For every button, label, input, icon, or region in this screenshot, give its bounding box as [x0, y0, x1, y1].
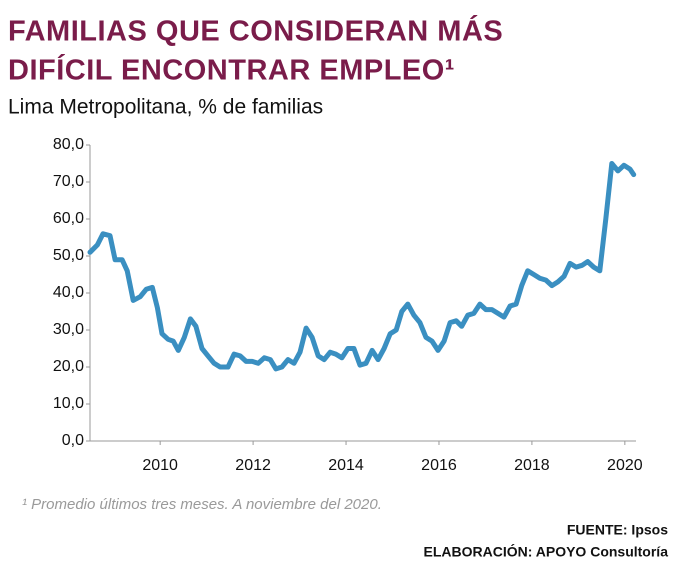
x-tick-label: 2016	[421, 457, 457, 474]
x-tick-label: 2014	[328, 457, 364, 474]
x-tick-label: 2012	[235, 457, 271, 474]
y-tick-label: 20,0	[53, 358, 84, 375]
source: FUENTE: Ipsos	[567, 522, 668, 538]
x-tick-label: 2018	[514, 457, 550, 474]
y-tick-label: 30,0	[53, 321, 84, 338]
y-tick-label: 50,0	[53, 247, 84, 264]
footnote: ¹ Promedio últimos tres meses. A noviemb…	[22, 496, 382, 513]
chart-title: FAMILIAS QUE CONSIDERAN MÁS	[8, 14, 503, 48]
y-tick-label: 40,0	[53, 284, 84, 301]
data-line	[87, 161, 637, 372]
x-tick-label: 2010	[142, 457, 178, 474]
subtitle: Lima Metropolitana, % de familias	[8, 96, 323, 119]
source: ELABORACIÓN: APOYO Consultoría	[424, 543, 669, 560]
y-tick-label: 0,0	[62, 432, 84, 449]
y-tick-label: 70,0	[53, 173, 84, 190]
x-tick-label: 2020	[607, 457, 643, 474]
y-tick-label: 80,0	[53, 136, 84, 153]
y-tick-label: 60,0	[53, 210, 84, 227]
chart-title: DIFÍCIL ENCONTRAR EMPLEO¹	[8, 53, 455, 87]
y-tick-label: 10,0	[53, 395, 84, 412]
